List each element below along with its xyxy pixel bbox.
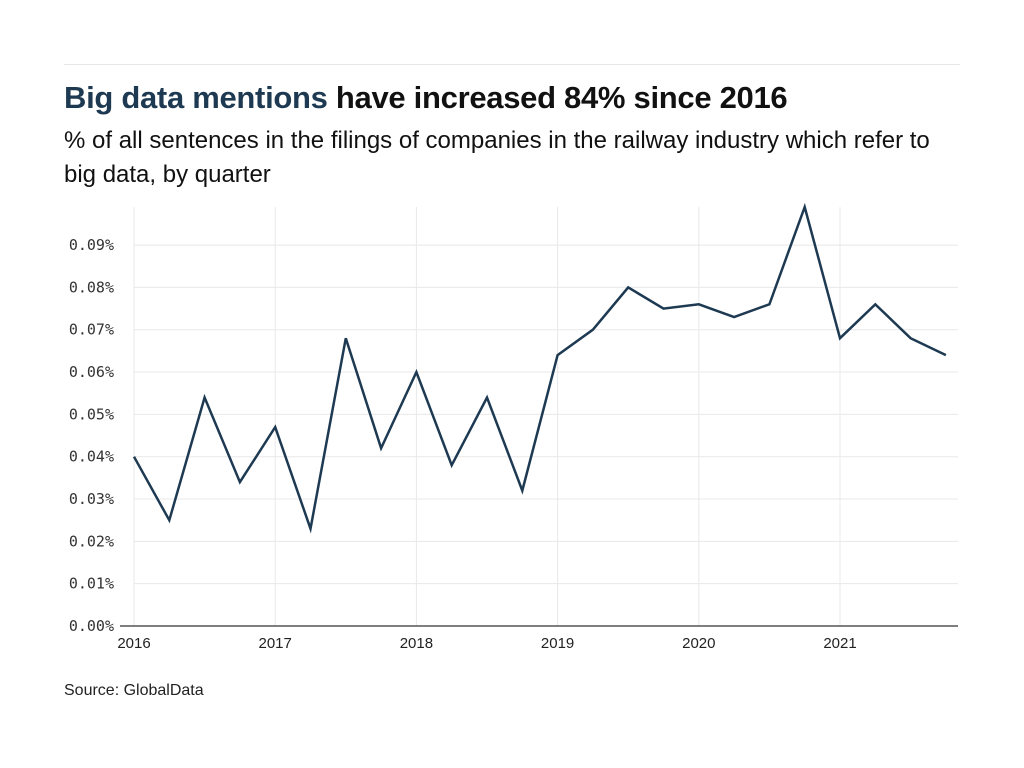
y-tick-label: 0.09% xyxy=(69,236,114,254)
chart-title: Big data mentions have increased 84% sin… xyxy=(64,80,788,116)
x-tick-label: 2018 xyxy=(400,635,433,652)
data-point xyxy=(839,337,841,339)
data-point xyxy=(239,481,241,483)
y-axis-ticks: 0.00% 0.01% 0.02% 0.03% 0.04% 0.05% 0.06% 0.07%… xyxy=(69,236,114,635)
y-tick-label: 0.01% xyxy=(69,575,114,593)
y-tick-label: 0.07% xyxy=(69,321,114,339)
series-group xyxy=(132,202,947,534)
y-tick-label: 0.08% xyxy=(69,278,114,296)
chart-subtitle: % of all sentences in the filings of com… xyxy=(64,127,930,188)
x-tick-label: 2020 xyxy=(682,635,715,652)
data-point xyxy=(698,303,700,305)
data-point xyxy=(733,316,735,318)
data-point xyxy=(521,490,523,492)
data-point xyxy=(663,308,665,310)
data-point xyxy=(557,354,559,356)
data-point xyxy=(380,447,382,449)
data-point xyxy=(133,456,135,458)
data-point xyxy=(874,303,876,305)
x-tick-label: 2019 xyxy=(541,635,574,652)
data-point xyxy=(345,337,347,339)
data-point xyxy=(415,371,417,373)
y-tick-label: 0.03% xyxy=(69,490,114,508)
y-tick-label: 0.06% xyxy=(69,363,114,381)
y-tick-label: 0.02% xyxy=(69,532,114,550)
data-point xyxy=(168,519,170,521)
data-point xyxy=(310,528,312,530)
data-point xyxy=(204,396,206,398)
x-axis-ticks: 2016 2017 2018 2019 2020 2021 xyxy=(117,635,856,652)
series-line xyxy=(132,202,947,534)
title-rest: have increased 84% since 2016 xyxy=(327,80,788,115)
data-point xyxy=(274,426,276,428)
gridlines xyxy=(133,207,958,626)
title-highlight: Big data mentions xyxy=(64,80,328,115)
data-point xyxy=(804,206,806,208)
data-point xyxy=(451,464,453,466)
source-note: Source: GlobalData xyxy=(64,682,204,699)
data-point xyxy=(768,303,770,305)
y-tick-label: 0.00% xyxy=(69,617,114,635)
top-divider xyxy=(64,64,960,65)
data-point xyxy=(910,337,912,339)
x-tick-label: 2016 xyxy=(117,635,150,652)
y-tick-label: 0.04% xyxy=(69,448,114,466)
data-point xyxy=(945,354,947,356)
data-point xyxy=(592,329,594,331)
x-tick-label: 2017 xyxy=(259,635,292,652)
x-tick-label: 2021 xyxy=(823,635,856,652)
y-tick-label: 0.05% xyxy=(69,405,114,423)
data-point xyxy=(486,396,488,398)
data-point xyxy=(627,286,629,288)
